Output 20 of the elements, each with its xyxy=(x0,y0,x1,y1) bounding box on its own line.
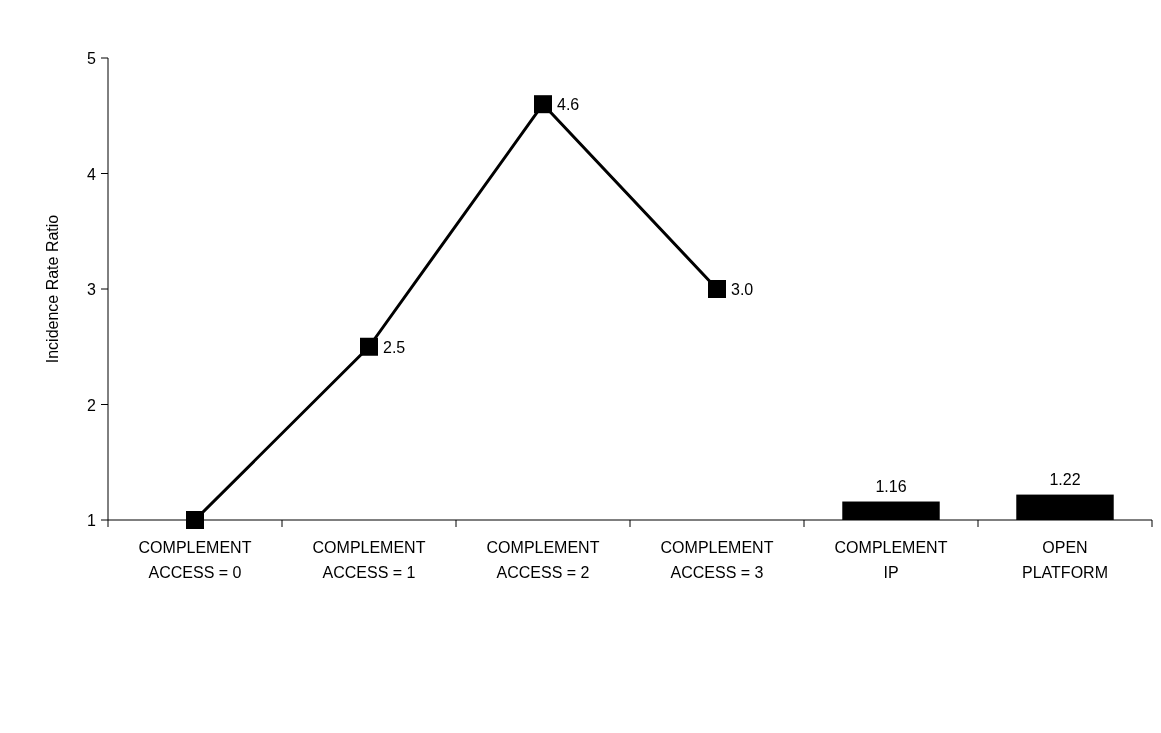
x-tick-label: COMPLEMENT IP xyxy=(834,539,948,581)
point xyxy=(360,337,378,356)
y-tick-label: 1 xyxy=(87,512,97,529)
point xyxy=(534,95,552,114)
data-label: 3.0 xyxy=(731,281,754,298)
x-tick-label: COMPLEMENT ACCESS = 0 xyxy=(138,539,252,581)
data-label: 1.16 xyxy=(875,477,907,495)
data-label: 2.5 xyxy=(383,338,406,356)
data-label: 4.6 xyxy=(557,96,580,114)
y-tick-label: 5 xyxy=(87,50,97,67)
point xyxy=(708,280,726,298)
y-tick-label: 4 xyxy=(87,165,97,183)
x-tick-label: OPEN PLATFORM xyxy=(1022,539,1108,581)
x-tick-label: COMPLEMENT ACCESS = 3 xyxy=(660,539,774,581)
x-tick-label: COMPLEMENT ACCESS = 2 xyxy=(486,539,600,581)
y-axis-title: Incidence Rate Ratio xyxy=(44,214,61,364)
y-tick-label: 3 xyxy=(87,281,97,298)
data-label: 1.22 xyxy=(1049,470,1081,488)
x-tick-label: COMPLEMENT ACCESS = 1 xyxy=(312,539,426,581)
y-tick-label: 2 xyxy=(87,396,97,414)
